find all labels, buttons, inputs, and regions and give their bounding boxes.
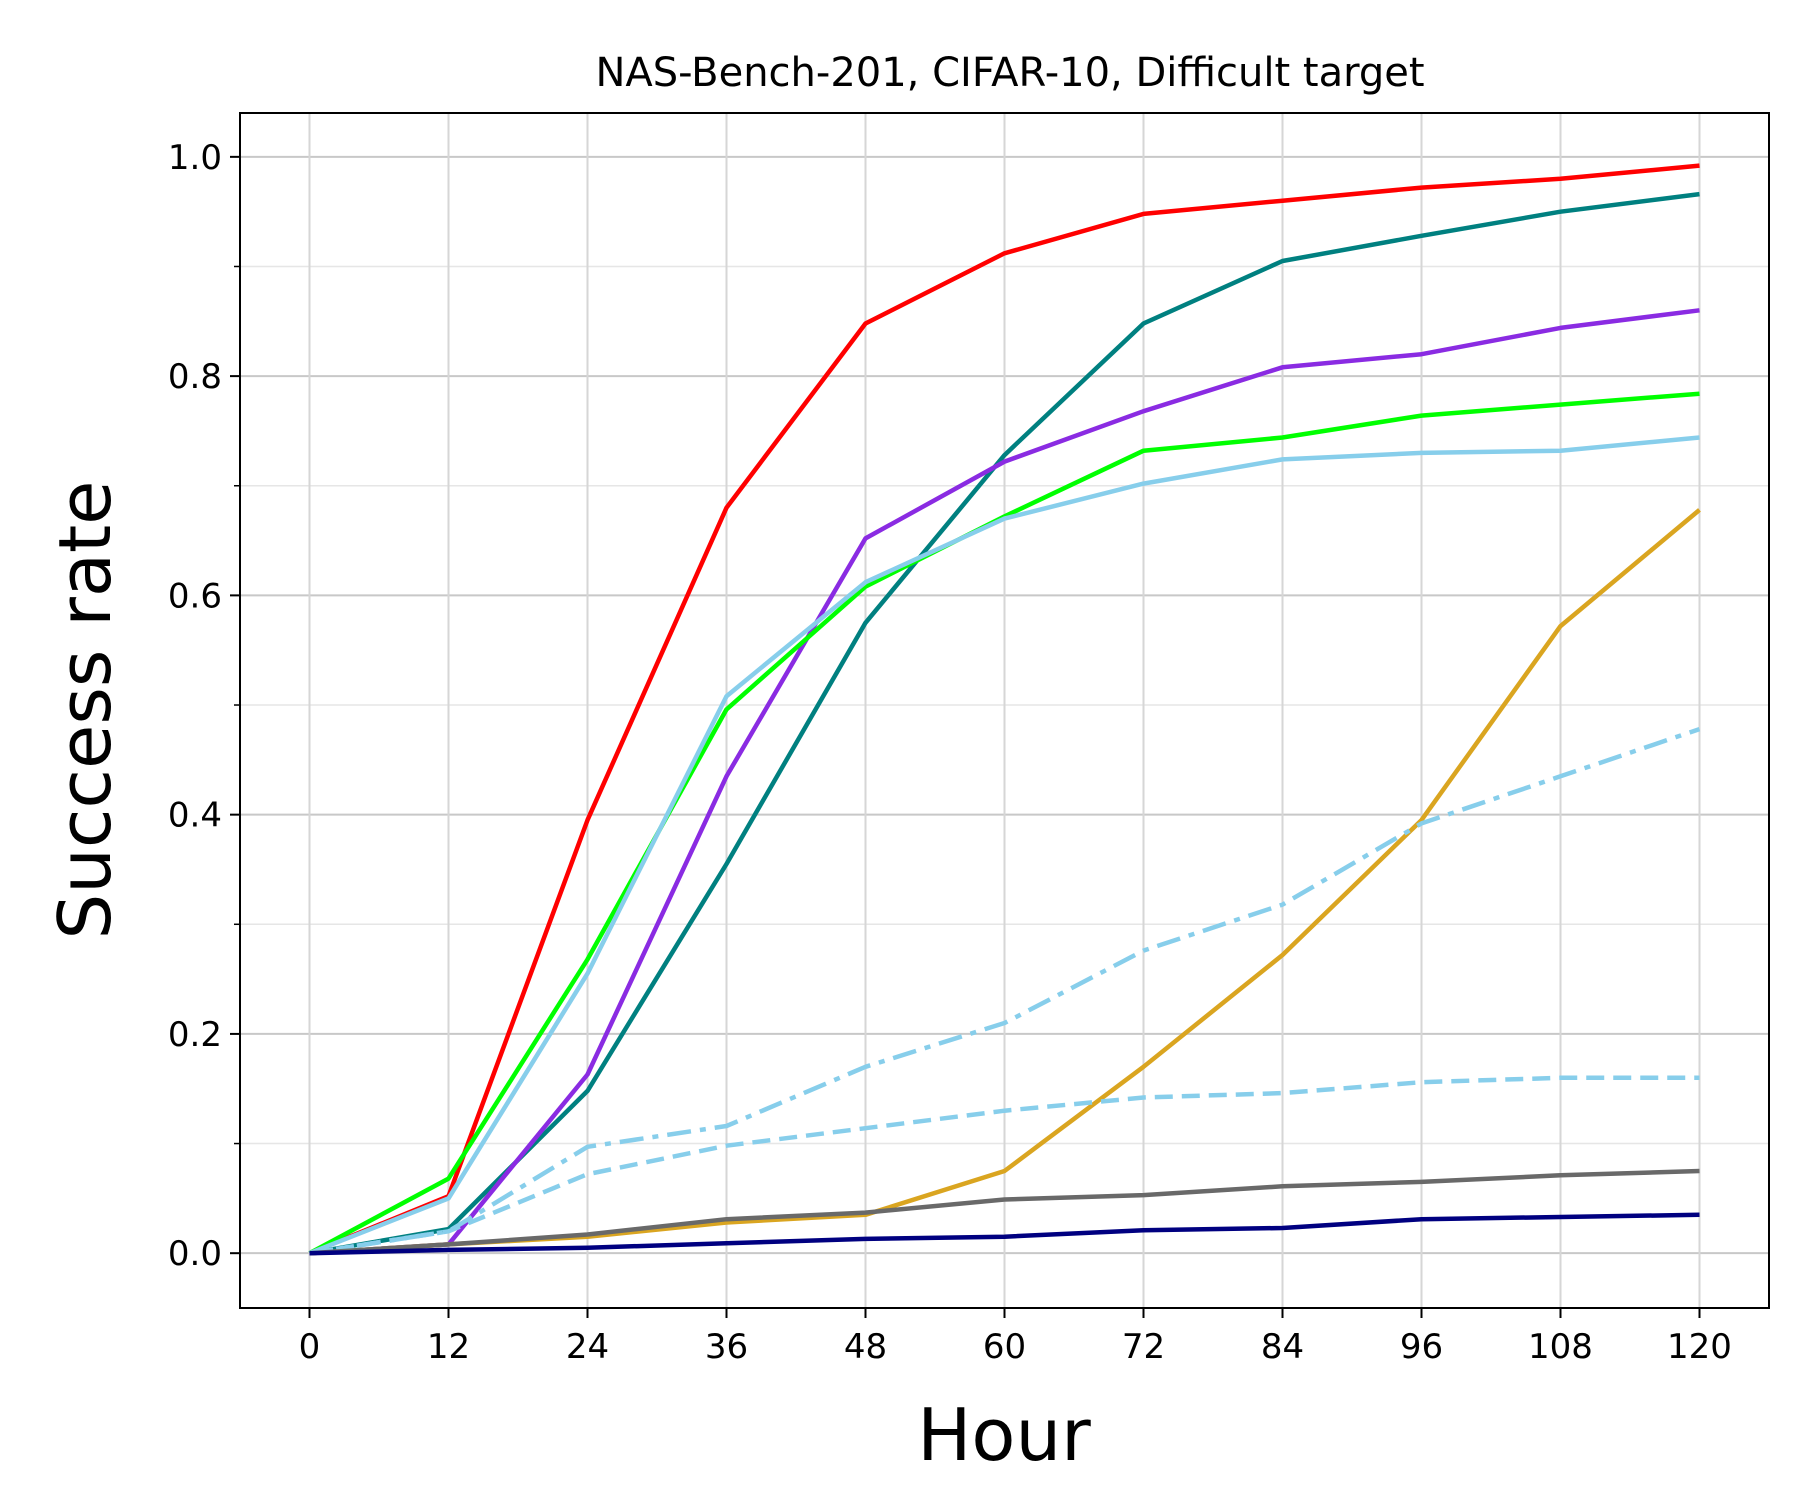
series-line-skyblue-dashed	[309, 1075, 1700, 1256]
series-line-dimgray	[309, 1168, 1700, 1256]
x-tick-label: 60	[983, 1327, 1026, 1367]
y-tick-label: 0.2	[168, 1015, 222, 1055]
x-tick-label: 96	[1400, 1327, 1443, 1367]
x-tick-label: 108	[1528, 1327, 1593, 1367]
x-tick-label: 36	[705, 1327, 748, 1367]
y-tick-label: 0.0	[168, 1234, 222, 1274]
x-tick-label: 48	[844, 1327, 887, 1367]
x-tick-label: 24	[566, 1327, 609, 1367]
y-axis: 0.0 0.2 0.4 0.6 0.8 1.0	[168, 138, 240, 1274]
x-tick-label: 120	[1667, 1327, 1732, 1367]
y-tick-label: 0.4	[168, 796, 222, 836]
x-tick-label: 0	[299, 1327, 321, 1367]
series-line-skyblue-dashdot	[309, 726, 1701, 1256]
grid	[240, 113, 1769, 1308]
series-line-teal	[309, 191, 1700, 1256]
x-tick-label: 84	[1261, 1327, 1304, 1367]
series-line-skyblue	[308, 435, 1700, 1256]
series-line-violet	[309, 308, 1700, 1256]
y-axis-label: Success rate	[43, 481, 127, 940]
y-tick-label: 0.8	[168, 357, 222, 397]
y-tick-label: 0.6	[168, 576, 222, 616]
y-tick-label: 1.0	[168, 138, 222, 178]
x-tick-label: 72	[1122, 1327, 1165, 1367]
x-axis: 0 12 24 36 48 60 72 84 96 108 120	[299, 1308, 1732, 1367]
x-tick-label: 12	[427, 1327, 470, 1367]
series-line-red	[308, 163, 1700, 1256]
chart-title: NAS-Bench-201, CIFAR-10, Difficult targe…	[595, 50, 1424, 96]
series-line-navy	[309, 1212, 1700, 1256]
series-layer	[308, 163, 1701, 1256]
x-axis-label: Hour	[917, 1393, 1091, 1477]
